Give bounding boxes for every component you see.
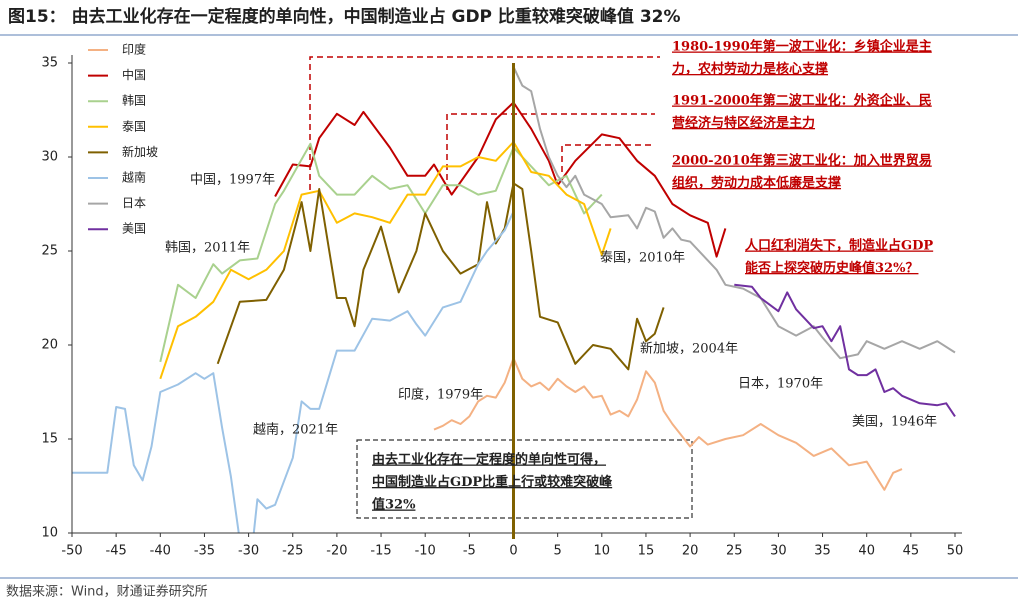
legend-label: 新加坡 (122, 144, 158, 159)
x-tick-label: 45 (903, 544, 920, 559)
x-tick-label: 50 (947, 544, 964, 559)
annotation: 人口红利消失下，制造业占GDP (745, 238, 933, 254)
source: 数据来源：Wind，财通证券研究所 (6, 584, 208, 600)
annotation: 能否上探突破历史峰值32%？ (745, 260, 918, 276)
series-line (433, 357, 903, 491)
legend-label: 越南 (122, 170, 146, 185)
series-label: 越南，2021年 (253, 422, 338, 438)
annotation: 营经济与特区经济是主力 (672, 115, 815, 131)
x-tick-label: -45 (106, 544, 127, 559)
annotation: 1991-2000年第二波工业化：外资企业、民 (672, 93, 932, 109)
x-tick-label: -5 (463, 544, 476, 559)
note-box (356, 439, 693, 519)
x-tick-label: -20 (326, 544, 347, 559)
y-tick-label: 25 (41, 244, 58, 259)
annotation: 中国制造业占GDP比重上行或较难突破峰 (372, 474, 613, 490)
series-label: 新加坡，2004年 (640, 341, 738, 357)
x-tick-label: 10 (594, 544, 611, 559)
series-line (159, 141, 612, 380)
chart-title: 图15： 由去工业化存在一定程度的单向性，中国制造业占 GDP 比重较难突破峰值… (8, 6, 681, 27)
series-line (72, 211, 515, 533)
x-tick-label: 20 (682, 544, 699, 559)
series-label: 中国，1997年 (190, 173, 275, 188)
series-label: 美国，1946年 (852, 415, 937, 430)
annotation: 1980-1990年第一波工业化：乡镇企业是主 (672, 39, 932, 55)
x-tick-label: -15 (370, 544, 391, 559)
bracket (446, 113, 655, 190)
bracket (561, 144, 655, 172)
x-tick-label: 25 (726, 544, 743, 559)
y-tick-label: 30 (41, 150, 58, 165)
series-line (734, 283, 956, 417)
annotation: 由去工业化存在一定程度的单向性可得， (372, 452, 606, 468)
legend-label: 印度 (122, 42, 146, 57)
annotation: 值32% (372, 497, 416, 513)
series-line (274, 101, 727, 258)
x-tick-label: 30 (770, 544, 787, 559)
plot (72, 66, 956, 533)
annotation: 组织，劳动力成本低廉是支撑 (672, 175, 841, 191)
x-tick-label: 15 (638, 544, 655, 559)
x-tick-label: -30 (238, 544, 259, 559)
legend-label: 日本 (122, 196, 146, 210)
x-tick-label: -25 (282, 544, 303, 559)
legend-label: 韩国 (122, 93, 146, 108)
series-label: 印度，1979年 (398, 387, 483, 403)
x-tick-label: -50 (61, 544, 82, 559)
x-tick-label: -35 (194, 544, 215, 559)
x-tick-label: 40 (858, 544, 875, 559)
series-line (216, 182, 665, 371)
legend-label: 泰国 (122, 119, 146, 133)
y-tick-label: 10 (41, 526, 58, 541)
series-line (512, 66, 956, 360)
y-tick-label: 20 (41, 338, 58, 353)
bracket (309, 56, 660, 190)
x-tick-label: -10 (415, 544, 436, 559)
annotation: 力，农村劳动力是核心支撑 (672, 61, 828, 77)
x-tick-label: -40 (150, 544, 171, 559)
series-label: 泰国，2010年 (600, 251, 685, 266)
x-tick-label: 5 (554, 544, 562, 559)
annotation: 2000-2010年第三波工业化：加入世界贸易 (672, 153, 932, 169)
legend-label: 美国 (122, 222, 146, 236)
legend-label: 中国 (122, 67, 146, 82)
series-label: 日本，1970年 (738, 377, 823, 392)
series-label: 韩国，2011年 (165, 241, 250, 256)
y-tick-label: 15 (41, 432, 58, 447)
x-tick-label: 35 (814, 544, 831, 559)
y-tick-label: 35 (41, 56, 58, 71)
x-tick-label: 0 (509, 544, 517, 559)
